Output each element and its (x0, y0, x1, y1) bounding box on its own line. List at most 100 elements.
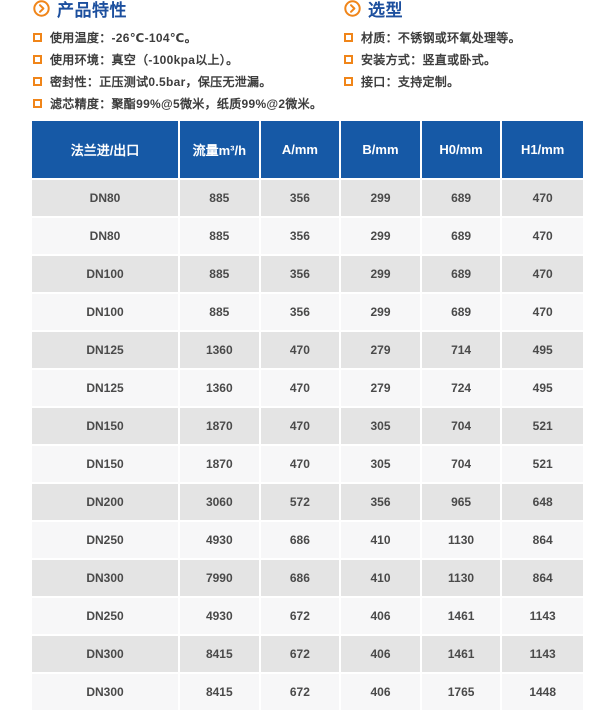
selection-item-text: 材质：不锈钢或环氧处理等。 (361, 30, 521, 45)
cell-flange-size: DN250 (32, 522, 180, 560)
cell-a-mm: 356 (260, 256, 342, 294)
square-bullet-icon (33, 76, 42, 86)
header-row: 法兰进/出口 流量m³/h A/mm B/mm H0/mm H1/mm (32, 121, 583, 180)
cell-h0-mm: 724 (421, 370, 503, 408)
cell-h1-mm: 470 (502, 256, 583, 294)
selection-item: 材质：不锈钢或环氧处理等。 (344, 26, 521, 48)
feature-section: 产品特性 使用温度：-26℃-104℃。 使用环境：真空（-100kpa以上）。 (0, 0, 600, 121)
selection-item: 安装方式：竖直或卧式。 (344, 48, 521, 70)
cell-h0-mm: 704 (421, 408, 503, 446)
cell-h1-mm: 648 (502, 484, 583, 522)
cell-h1-mm: 470 (502, 180, 583, 218)
cell-flow-rate: 1360 (180, 370, 261, 408)
cell-flow-rate: 1360 (180, 332, 261, 370)
cell-flange-size: DN300 (32, 674, 180, 712)
selection-heading: 选型 (344, 0, 521, 20)
cell-flange-size: DN80 (32, 180, 180, 218)
cell-b-mm: 279 (341, 332, 422, 370)
cell-a-mm: 356 (260, 180, 342, 218)
spec-table: 法兰进/出口 流量m³/h A/mm B/mm H0/mm H1/mm DN80… (32, 121, 583, 712)
cell-b-mm: 299 (341, 294, 422, 332)
cell-a-mm: 686 (260, 522, 342, 560)
product-features-list: 使用温度：-26℃-104℃。 使用环境：真空（-100kpa以上）。 密封性：… (33, 26, 344, 114)
square-bullet-icon (33, 98, 42, 108)
square-bullet-icon (33, 32, 42, 42)
cell-b-mm: 299 (341, 180, 422, 218)
cell-h1-mm: 521 (502, 446, 583, 484)
cell-h1-mm: 470 (502, 218, 583, 256)
table-row: DN300 8415 672 406 1765 1448 (32, 674, 583, 712)
column-header: 法兰进/出口 (32, 121, 180, 180)
cell-b-mm: 356 (341, 484, 422, 522)
cell-flow-rate: 3060 (180, 484, 261, 522)
cell-b-mm: 406 (341, 674, 422, 712)
cell-h1-mm: 495 (502, 370, 583, 408)
cell-h0-mm: 1130 (421, 522, 503, 560)
table-row: DN200 3060 572 356 965 648 (32, 484, 583, 522)
cell-h0-mm: 689 (421, 294, 503, 332)
cell-flow-rate: 8415 (180, 674, 261, 712)
square-bullet-icon (344, 32, 353, 42)
cell-h0-mm: 689 (421, 256, 503, 294)
cell-flow-rate: 885 (180, 180, 261, 218)
cell-flange-size: DN250 (32, 598, 180, 636)
table-row: DN150 1870 470 305 704 521 (32, 408, 583, 446)
cell-h0-mm: 689 (421, 180, 503, 218)
table-row: DN300 8415 672 406 1461 1143 (32, 636, 583, 674)
cell-h1-mm: 1143 (502, 636, 583, 674)
table-row: DN150 1870 470 305 704 521 (32, 446, 583, 484)
feature-item: 使用温度：-26℃-104℃。 (33, 26, 344, 48)
cell-b-mm: 305 (341, 446, 422, 484)
feature-item: 密封性：正压测试0.5bar，保压无泄漏。 (33, 70, 344, 92)
selection-item: 接口：支持定制。 (344, 70, 521, 92)
cell-b-mm: 299 (341, 256, 422, 294)
cell-a-mm: 672 (260, 636, 342, 674)
cell-h0-mm: 965 (421, 484, 503, 522)
cell-flow-rate: 885 (180, 256, 261, 294)
column-header: A/mm (260, 121, 342, 180)
table-row: DN125 1360 470 279 714 495 (32, 332, 583, 370)
cell-h0-mm: 1130 (421, 560, 503, 598)
square-bullet-icon (33, 54, 42, 64)
cell-a-mm: 672 (260, 674, 342, 712)
cell-b-mm: 279 (341, 370, 422, 408)
selection-block: 选型 材质：不锈钢或环氧处理等。 安装方式：竖直或卧式。 (344, 0, 521, 121)
cell-a-mm: 572 (260, 484, 342, 522)
square-bullet-icon (344, 54, 353, 64)
selection-item-text: 安装方式：竖直或卧式。 (361, 52, 497, 67)
chevron-circle-icon (33, 0, 50, 17)
cell-flange-size: DN150 (32, 408, 180, 446)
table-row: DN125 1360 470 279 724 495 (32, 370, 583, 408)
spec-table-header: 法兰进/出口 流量m³/h A/mm B/mm H0/mm H1/mm (32, 121, 583, 180)
table-row: DN300 7990 686 410 1130 864 (32, 560, 583, 598)
cell-a-mm: 356 (260, 294, 342, 332)
column-header: H1/mm (502, 121, 583, 180)
cell-b-mm: 305 (341, 408, 422, 446)
cell-flange-size: DN100 (32, 256, 180, 294)
cell-h0-mm: 1461 (421, 636, 503, 674)
cell-flow-rate: 885 (180, 294, 261, 332)
cell-b-mm: 410 (341, 522, 422, 560)
cell-flow-rate: 8415 (180, 636, 261, 674)
cell-flange-size: DN125 (32, 332, 180, 370)
cell-b-mm: 299 (341, 218, 422, 256)
table-row: DN100 885 356 299 689 470 (32, 294, 583, 332)
cell-flow-rate: 1870 (180, 408, 261, 446)
cell-b-mm: 406 (341, 636, 422, 674)
cell-flow-rate: 4930 (180, 598, 261, 636)
cell-h1-mm: 1448 (502, 674, 583, 712)
column-header: H0/mm (421, 121, 503, 180)
cell-h0-mm: 689 (421, 218, 503, 256)
feature-item-text: 密封性：正压测试0.5bar，保压无泄漏。 (50, 74, 272, 89)
cell-a-mm: 686 (260, 560, 342, 598)
cell-flow-rate: 885 (180, 218, 261, 256)
cell-a-mm: 470 (260, 370, 342, 408)
column-header: 流量m³/h (180, 121, 261, 180)
cell-a-mm: 470 (260, 408, 342, 446)
cell-flow-rate: 1870 (180, 446, 261, 484)
product-features-block: 产品特性 使用温度：-26℃-104℃。 使用环境：真空（-100kpa以上）。 (33, 0, 344, 121)
cell-flow-rate: 4930 (180, 522, 261, 560)
table-row: DN250 4930 686 410 1130 864 (32, 522, 583, 560)
spec-table-body: DN80 885 356 299 689 470 DN80 885 356 29… (32, 180, 583, 712)
